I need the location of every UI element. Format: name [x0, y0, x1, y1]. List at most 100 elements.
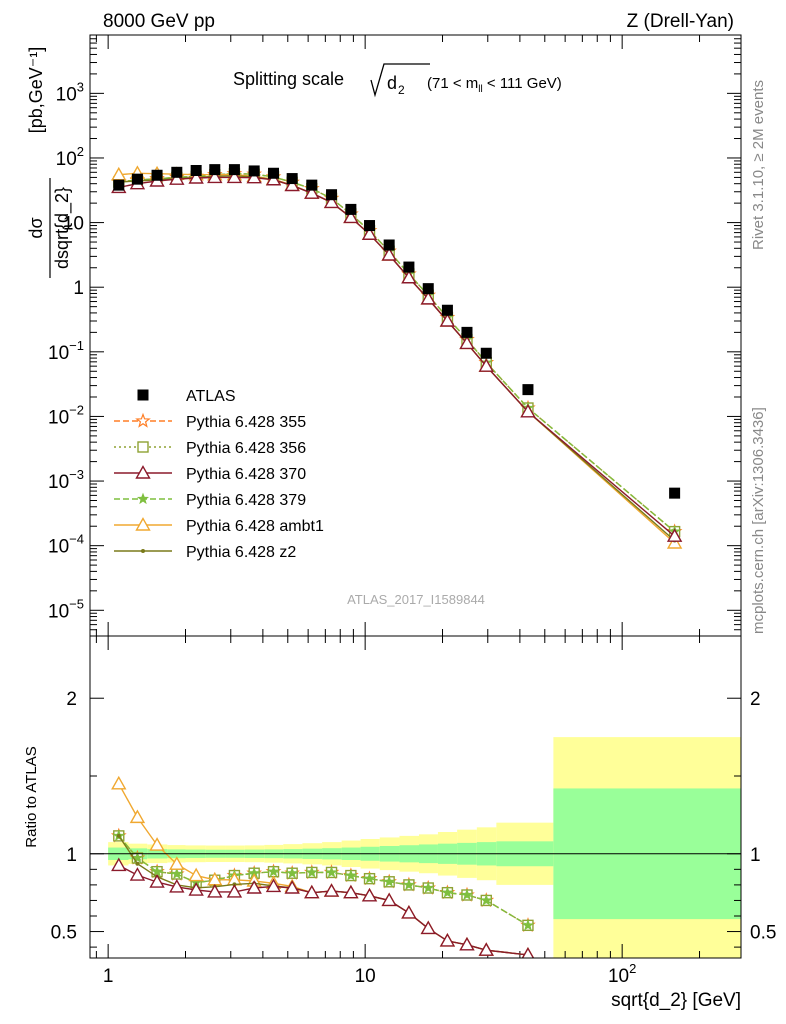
legend-label: Pythia 6.428 356: [186, 440, 306, 457]
ratio-ylabel: Ratio to ATLAS: [23, 746, 40, 847]
legend-label: ATLAS: [186, 388, 236, 405]
main-point: [480, 347, 492, 359]
subtitle-prefix: (71 < m: [427, 75, 478, 92]
legend-marker: [136, 492, 150, 505]
ratio-point: [129, 809, 146, 824]
main-point: [169, 171, 185, 185]
main-point: [403, 261, 415, 273]
legend-marker: [135, 465, 151, 479]
ratio-point: [207, 883, 223, 898]
ratio-point: [135, 861, 140, 866]
main-point: [246, 169, 262, 184]
main-y-tick-label: 1: [73, 278, 84, 299]
ratio-point: [420, 920, 436, 935]
main-point: [520, 403, 536, 418]
main-point: [441, 304, 453, 316]
ratio-point: [169, 856, 185, 870]
main-y-tick-label: 10: [63, 214, 84, 235]
main-point: [364, 220, 376, 232]
main-point: [478, 358, 494, 372]
main-point: [113, 179, 125, 191]
legend-entry: ATLAS: [137, 388, 236, 405]
ratio-y-tick-label-right: 1: [750, 845, 761, 866]
ratio-point: [267, 865, 280, 877]
ratio-point: [521, 918, 535, 931]
main-point: [284, 177, 300, 192]
y-tick-base: 10: [48, 407, 69, 428]
main-point: [383, 239, 395, 251]
main-point: [669, 487, 681, 499]
y-tick-exponent: −1: [69, 338, 84, 353]
ratio-point: [325, 866, 338, 878]
main-series: [110, 164, 683, 549]
header-left: 8000 GeV pp: [103, 11, 215, 32]
ratio-point: [169, 878, 185, 893]
main-ylabel: dσ dsqrt{d_2} [pb,GeV⁻¹]: [26, 47, 73, 278]
ylabel-numerator: dσ: [26, 217, 46, 238]
mcplots-label: mcplots.cern.ch [arXiv:1306.3436]: [750, 407, 767, 634]
ratio-y-ticks: 0.5 0.5 1 1 2 2: [51, 689, 776, 948]
main-point: [228, 164, 240, 176]
main-point: [422, 283, 434, 295]
main-series-line: [118, 172, 676, 533]
rivet-label: Rivet 3.1.10, ≥ 2M events: [750, 80, 767, 250]
y-tick-base: 10: [48, 472, 69, 493]
ratio-point: [111, 775, 127, 790]
x-tick-label: 102: [608, 961, 636, 987]
main-x-ticks: [95, 35, 701, 636]
ratio-y-tick-label: 1: [66, 845, 77, 866]
y-tick-base: 10: [63, 214, 84, 235]
main-point: [286, 173, 298, 185]
legend-label: Pythia 6.428 ambt1: [186, 518, 324, 535]
ratio-point: [441, 886, 454, 898]
main-y-tick-label: 102: [56, 144, 84, 170]
main-point: [151, 169, 163, 181]
ratio-point: [265, 878, 282, 893]
main-point: [666, 528, 683, 542]
ratio-y-tick-label-right: 2: [750, 689, 761, 710]
title-symbol-d: d: [387, 73, 397, 93]
y-tick-exponent: 3: [77, 79, 84, 94]
legend-label: Pythia 6.428 355: [186, 414, 306, 431]
main-point: [304, 185, 320, 199]
y-tick-exponent: −3: [69, 467, 84, 482]
ratio-y-tick-label: 2: [66, 689, 77, 710]
main-point: [131, 173, 143, 185]
ratio-point: [170, 867, 183, 880]
main-series-line: [118, 172, 676, 533]
legend: ATLAS Pythia 6.428 355 Pythia 6.428 356 Pyt…: [114, 388, 324, 561]
ratio-series-group: [110, 775, 536, 958]
ylabel-unit: [pb,GeV⁻¹]: [26, 47, 46, 134]
ratio-point: [363, 872, 376, 884]
ratio-point: [150, 865, 164, 877]
main-point: [343, 209, 359, 224]
main-point: [323, 194, 340, 209]
main-y-tick-label: 10−2: [48, 402, 84, 428]
x-tick-base: 1: [103, 966, 114, 987]
watermark: ATLAS_2017_I1589844: [347, 592, 485, 607]
ratio-point: [149, 874, 165, 888]
ratio-series-2: [111, 857, 535, 958]
ratio-point: [131, 851, 144, 864]
ylabel-denominator: dsqrt{d_2}: [52, 187, 73, 269]
main-y-tick-label: 10−3: [48, 467, 84, 493]
x-tick-label: 1: [103, 966, 114, 987]
main-point: [268, 167, 280, 179]
main-point: [401, 269, 417, 284]
legend-marker: [137, 389, 149, 401]
x-tick-base: 10: [355, 966, 376, 987]
subtitle-sub: ll: [478, 84, 482, 95]
y-tick-exponent: 2: [77, 144, 84, 159]
main-y-tick-label: 10−4: [48, 532, 84, 558]
legend-marker: [135, 412, 151, 428]
ratio-point: [111, 857, 127, 872]
legend-entry: Pythia 6.428 z2: [114, 544, 296, 561]
ratio-point: [460, 888, 474, 901]
x-tick-exponent: 2: [629, 961, 636, 976]
main-series-line: [118, 176, 676, 537]
legend-entry: Pythia 6.428 ambt1: [114, 517, 324, 535]
main-point: [207, 169, 223, 184]
main-point: [461, 326, 473, 338]
legend-label: Pythia 6.428 370: [186, 466, 306, 483]
ratio-point: [480, 894, 493, 906]
